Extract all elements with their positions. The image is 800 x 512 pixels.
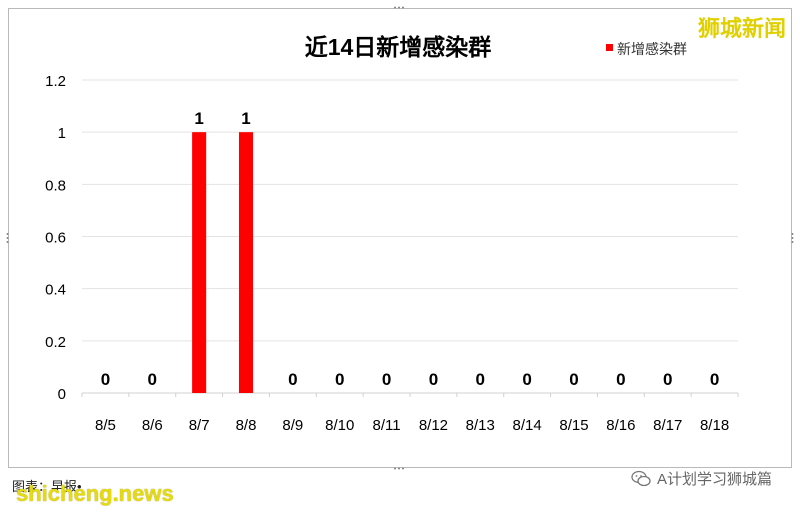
- chart-title: 近14日新增感染群: [305, 34, 492, 60]
- x-tick-label: 8/18: [700, 417, 729, 434]
- data-label: 0: [429, 370, 438, 389]
- bar: [238, 132, 254, 393]
- y-tick-label: 0.2: [45, 334, 66, 351]
- data-label: 1: [241, 109, 250, 128]
- site-watermark: shicheng.news: [16, 481, 174, 506]
- bottom-resize-handle[interactable]: [393, 467, 405, 470]
- y-tick-label: 0: [58, 386, 66, 403]
- legend-swatch: [606, 44, 613, 51]
- legend: 新增感染群: [606, 41, 687, 57]
- bar: [192, 132, 207, 393]
- x-tick-label: 8/13: [466, 417, 495, 434]
- x-tick-label: 8/6: [142, 417, 163, 434]
- data-label: 0: [382, 370, 391, 389]
- wechat-icon: [631, 470, 651, 486]
- x-tick-label: 8/14: [513, 417, 542, 434]
- data-label: 0: [710, 370, 719, 389]
- x-tick-label: 8/8: [236, 417, 257, 434]
- x-tick-label: 8/15: [559, 417, 588, 434]
- data-label: 1: [194, 109, 203, 128]
- data-label: 0: [616, 370, 625, 389]
- data-labels: 0 0 1 1 0 0 0 0 0 0 0 0 0 0: [101, 109, 720, 389]
- wechat-attribution: A计划学习狮城篇: [631, 468, 772, 489]
- wechat-account-label: A计划学习狮城篇: [656, 471, 772, 488]
- y-tick-label: 0.8: [45, 177, 66, 194]
- data-label: 0: [569, 370, 578, 389]
- x-tick-label: 8/16: [606, 417, 635, 434]
- x-tick-label: 8/9: [282, 417, 303, 434]
- x-tick-label: 8/7: [189, 417, 210, 434]
- y-tick-label: 1.2: [45, 73, 66, 90]
- x-tick-label: 8/12: [419, 417, 448, 434]
- data-label: 0: [288, 370, 297, 389]
- data-label: 0: [335, 370, 344, 389]
- y-tick-label: 1: [58, 125, 66, 142]
- bars: [192, 132, 254, 393]
- right-resize-handle[interactable]: [791, 232, 794, 244]
- left-resize-handle[interactable]: [6, 232, 9, 244]
- data-label: 0: [148, 370, 157, 389]
- y-axis: 0 0.2 0.4 0.6 0.8 1 1.2: [45, 73, 66, 403]
- x-tick-label: 8/11: [373, 417, 401, 434]
- x-axis: 8/5 8/6 8/7 8/8 8/9 8/10 8/11 8/12 8/13 8/14 8/15 8…: [81, 392, 739, 434]
- watermark-text: 狮城新闻: [697, 16, 786, 41]
- x-tick-label: 8/5: [95, 417, 116, 434]
- data-label: 0: [101, 370, 110, 389]
- legend-label: 新增感染群: [617, 41, 687, 57]
- y-tick-label: 0.6: [45, 230, 66, 247]
- source-note: 图表：早报•: [12, 479, 82, 494]
- data-label: 0: [522, 370, 531, 389]
- y-tick-label: 0.4: [45, 282, 66, 299]
- top-resize-handle[interactable]: [393, 6, 405, 9]
- x-tick-label: 8/17: [653, 417, 682, 434]
- data-label: 0: [476, 370, 485, 389]
- x-tick-label: 8/10: [325, 417, 354, 434]
- chart-frame: [6, 6, 794, 470]
- gridlines: [82, 79, 738, 342]
- data-label: 0: [663, 370, 672, 389]
